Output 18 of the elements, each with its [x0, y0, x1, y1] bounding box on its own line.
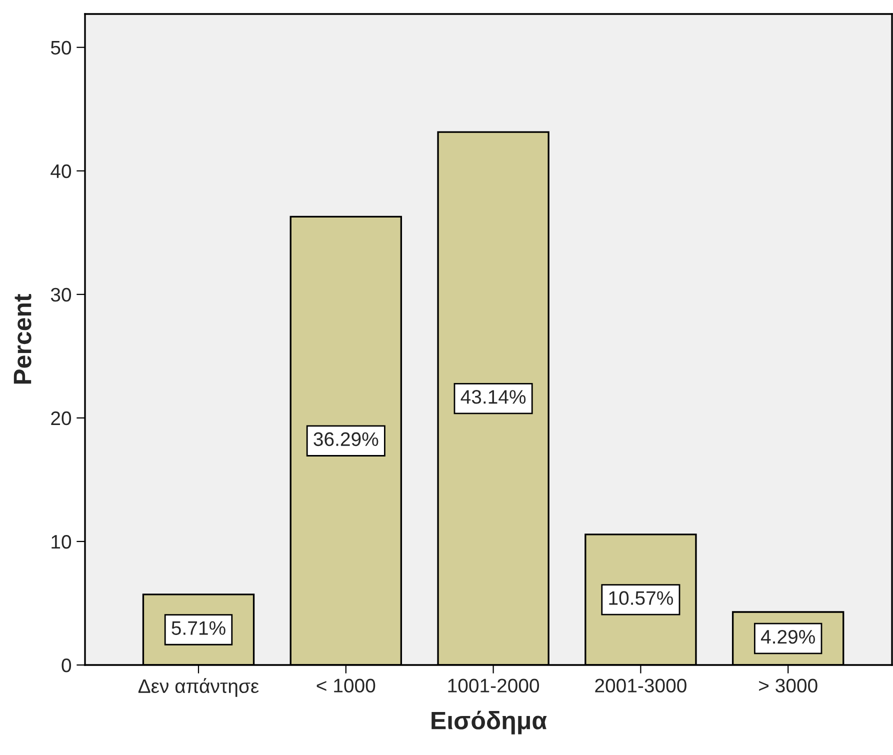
y-tick-label: 20: [51, 411, 72, 426]
data-label: 4.29%: [760, 630, 815, 644]
y-axis-title: Percent: [14, 294, 32, 384]
data-label: 5.71%: [172, 621, 226, 635]
data-label: 36.29%: [314, 432, 378, 446]
x-tick-label: > 3000: [759, 678, 818, 692]
y-tick-label: 10: [52, 534, 72, 549]
y-tick-label: 0: [62, 658, 72, 672]
x-axis-title: Εισόδημα: [432, 710, 547, 734]
data-label: 43.14%: [460, 390, 526, 404]
x-tick-label: 1001-2000: [448, 678, 540, 692]
y-tick-label: 40: [50, 164, 72, 178]
y-tick-label: 50: [50, 40, 72, 55]
x-tick-label: Δεν απάντησε: [138, 678, 259, 697]
x-tick-label: < 1000: [316, 678, 376, 692]
y-tick-label: 30: [50, 288, 72, 302]
data-label: 10.57%: [609, 591, 673, 605]
x-tick-label: 2001-3000: [595, 678, 686, 692]
